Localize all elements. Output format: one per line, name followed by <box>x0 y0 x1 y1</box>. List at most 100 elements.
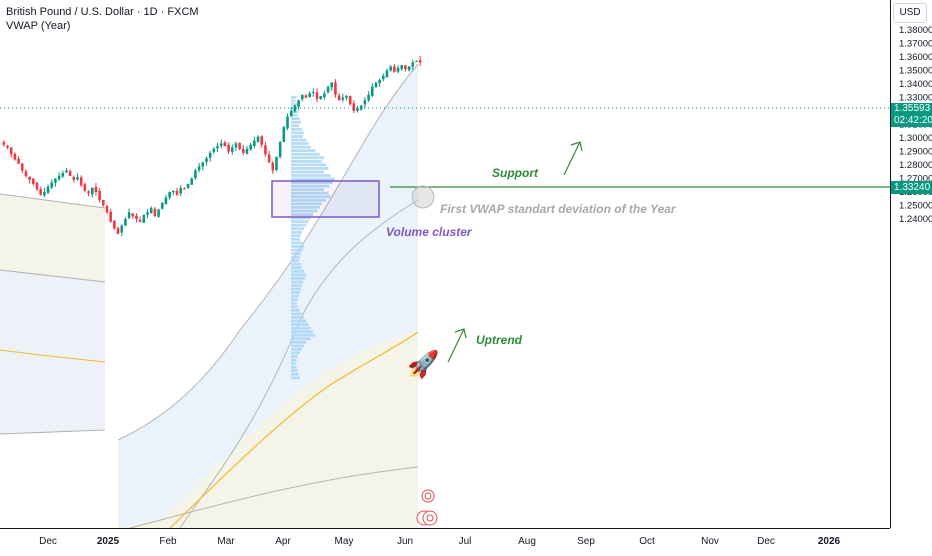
volume-profile-bar <box>291 305 298 309</box>
candle-down <box>79 177 83 186</box>
candle-up <box>374 82 378 88</box>
volume-profile-bar <box>291 209 318 213</box>
volume-profile-bar <box>291 234 301 238</box>
volume-profile-bar <box>291 227 305 231</box>
candle-up <box>385 70 389 78</box>
candle-up <box>54 178 57 183</box>
volume-profile-bar <box>291 269 305 273</box>
time-tick-label: Sep <box>577 536 595 547</box>
candle-up <box>367 94 370 101</box>
volume-profile-bar <box>291 277 306 280</box>
candle-up <box>289 111 293 117</box>
candle-down <box>175 190 179 195</box>
candle-up <box>326 86 330 93</box>
candle-up <box>208 152 212 158</box>
time-tick-label: Aug <box>518 536 536 547</box>
volume-profile-bar <box>291 230 302 234</box>
candle-up <box>312 92 315 94</box>
volume-profile-bar <box>291 362 296 365</box>
candle-up <box>300 94 304 100</box>
candle-up <box>142 214 146 223</box>
time-tick-label: Mar <box>217 536 235 547</box>
candle-up <box>146 212 149 215</box>
candle-down <box>83 184 87 191</box>
candle-up <box>194 170 197 179</box>
candle-up <box>216 146 219 149</box>
volume-cluster-box <box>271 180 380 218</box>
volume-profile-bar <box>291 252 301 255</box>
volume-profile-bar <box>291 220 309 223</box>
candle-down <box>68 171 72 176</box>
volume-profile-bar <box>291 145 311 149</box>
volume-profile-bar <box>291 184 330 188</box>
symbol-title[interactable]: British Pound / U.S. Dollar · 1D · FXCM <box>6 6 199 18</box>
bar-countdown: 02:42:20 <box>894 115 932 126</box>
price-axis[interactable]: 1.38000 1.37000 1.36000 1.35000 1.34000 1.330… <box>890 0 932 528</box>
volume-profile-bar <box>291 238 300 241</box>
economic-event-icon[interactable] <box>421 489 435 503</box>
candle-down <box>404 65 407 70</box>
price-tick-label: 1.29000 <box>899 147 932 158</box>
candle-down <box>242 148 245 153</box>
candle-up <box>201 162 205 167</box>
volume-profile-bar <box>291 206 320 209</box>
price-chart[interactable] <box>0 0 890 528</box>
time-tick-label: Oct <box>639 536 655 547</box>
candle-down <box>223 142 227 147</box>
candle-up <box>249 144 252 150</box>
prev-year-band-line <box>0 193 106 209</box>
candle-down <box>238 142 241 149</box>
volume-profile-bar <box>291 262 301 266</box>
candle-up <box>253 140 256 147</box>
volume-profile-bar <box>291 330 313 334</box>
volume-profile-bar <box>291 213 313 216</box>
chart-area[interactable]: British Pound / U.S. Dollar · 1D · FXCM … <box>0 0 890 528</box>
candle-down <box>6 145 9 148</box>
candle-up <box>164 197 168 205</box>
time-tick-label: Jul <box>459 536 472 547</box>
candle-down <box>17 158 20 164</box>
volume-profile-bar <box>291 159 322 163</box>
last-price-badge: 1.35593 02:42:20 <box>891 103 932 127</box>
rocket-icon: 🚀 <box>407 349 440 379</box>
candle-down <box>28 176 31 180</box>
candle-up <box>186 183 190 189</box>
currency-selector[interactable]: USD <box>893 3 927 23</box>
candle-down <box>227 144 230 152</box>
candle-down <box>32 178 35 184</box>
candle-up <box>378 79 381 84</box>
price-tick-label: 1.36000 <box>899 52 932 63</box>
indicator-label[interactable]: VWAP (Year) <box>6 20 71 32</box>
economic-event-icon[interactable] <box>416 510 438 526</box>
support-label: Support <box>492 166 538 180</box>
time-axis[interactable]: Dec 2025 Feb Mar Apr May Jun Jul Aug Sep Oct Nov Dec… <box>0 528 890 551</box>
candle-down <box>116 228 120 234</box>
prev-year-mid-fill <box>0 270 105 434</box>
candle-up <box>160 202 164 209</box>
prev-year-vwap-line <box>0 349 106 363</box>
volume-profile-bar <box>291 273 307 277</box>
candle-down <box>418 60 422 63</box>
volume-profile-bar <box>291 117 300 121</box>
volume-profile-bar <box>291 198 327 202</box>
candle-down <box>264 145 267 155</box>
volume-profile-bar <box>291 298 298 302</box>
candle-up <box>65 170 68 173</box>
price-tick-label: 1.38000 <box>899 25 932 36</box>
current-year-sd2-upper <box>117 63 419 441</box>
volume-profile-bar <box>291 333 316 337</box>
candle-up <box>256 136 260 142</box>
candle-up <box>43 192 46 196</box>
candle-up <box>370 86 374 96</box>
stdev-label: First VWAP standart deviation of the Yea… <box>440 202 676 216</box>
volume-profile-bar <box>291 312 302 316</box>
candle-down <box>138 219 142 222</box>
volume-profile-bar <box>291 241 302 245</box>
volume-profile-bar <box>291 223 307 227</box>
time-tick-label: May <box>335 536 354 547</box>
candle-down <box>348 95 352 105</box>
volume-profile-bar <box>291 280 304 284</box>
candle-down <box>9 147 13 155</box>
prev-year-band-line-3 <box>0 429 106 435</box>
candle-up <box>120 225 124 233</box>
